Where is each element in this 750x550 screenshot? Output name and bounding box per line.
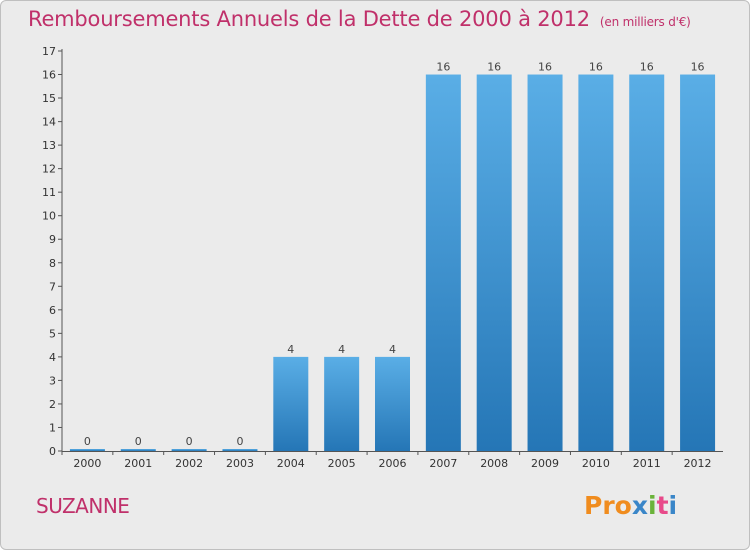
x-tick-label: 2000 [73,457,101,470]
data-label: 0 [135,435,142,448]
bar [273,356,309,451]
data-label: 0 [84,435,91,448]
bar [324,356,360,451]
bar [425,74,461,451]
bar [375,356,410,451]
bar [578,74,614,451]
bar [476,74,512,451]
y-tick-label: 9 [49,233,56,246]
bar [222,449,258,451]
bar [69,449,105,451]
y-tick-label: 17 [42,45,56,58]
y-tick-label: 4 [49,351,56,364]
x-tick-label: 2012 [684,457,712,470]
data-label: 0 [186,435,193,448]
y-tick-label: 15 [42,92,56,105]
y-tick-label: 14 [42,116,56,129]
logo-letter: i [668,491,678,520]
data-label: 4 [389,343,396,356]
data-label: 0 [236,435,243,448]
chart-unit: (en milliers d'€) [599,15,691,29]
bar [120,449,156,451]
bar [680,74,716,451]
bar [527,74,563,451]
x-tick-label: 2008 [480,457,508,470]
x-tick-label: 2009 [531,457,559,470]
y-tick-label: 2 [49,398,56,411]
y-tick-label: 7 [49,280,56,293]
logo-letter: i [648,491,657,520]
x-tick-label: 2011 [633,457,661,470]
data-label: 16 [589,61,603,74]
bars [69,74,716,451]
x-tick-label: 2005 [328,457,356,470]
logo-letter: P [584,491,603,520]
chart-title: Remboursements Annuels de la Dette de 20… [28,7,691,31]
bar [171,449,207,451]
y-tick-label: 3 [49,374,56,387]
x-tick-label: 2004 [277,457,305,470]
x-tick-label: 2001 [124,457,152,470]
y-tick-label: 5 [49,327,56,340]
data-label: 16 [691,61,705,74]
x-tick-label: 2010 [582,457,610,470]
data-label: 16 [487,61,501,74]
x-tick-label: 2003 [226,457,254,470]
labels: 2000 0 2001 0 2002 0 2003 0 2004 4 2005 4 2006 4 2007 1… [73,61,711,470]
data-label: 16 [538,61,552,74]
logo-letter: t [656,491,669,520]
data-label: 16 [640,61,654,74]
chart-title-text: Remboursements Annuels de la Dette de 20… [28,7,590,31]
logo-letter: x [631,491,648,520]
logo-letter: r [602,491,615,520]
x-tick-label: 2002 [175,457,203,470]
y-tick-label: 8 [49,257,56,270]
data-label: 4 [287,343,294,356]
data-label: 16 [436,61,450,74]
y-tick-label: 6 [49,304,56,317]
y-tick-label: 1 [49,421,56,434]
y-tick-label: 12 [42,163,56,176]
y-tick-label: 0 [49,445,56,458]
proxiti-logo: Proxiti [584,491,677,520]
logo-letter: o [614,491,632,520]
data-label: 4 [338,343,345,356]
y-tick-label: 11 [42,186,56,199]
bar [629,74,665,451]
x-tick-label: 2007 [429,457,457,470]
x-tick-label: 2006 [379,457,407,470]
commune-name: SUZANNE [36,494,130,518]
y-tick-label: 10 [42,210,56,223]
y-tick-label: 13 [42,139,56,152]
y-tick-label: 16 [42,69,56,82]
